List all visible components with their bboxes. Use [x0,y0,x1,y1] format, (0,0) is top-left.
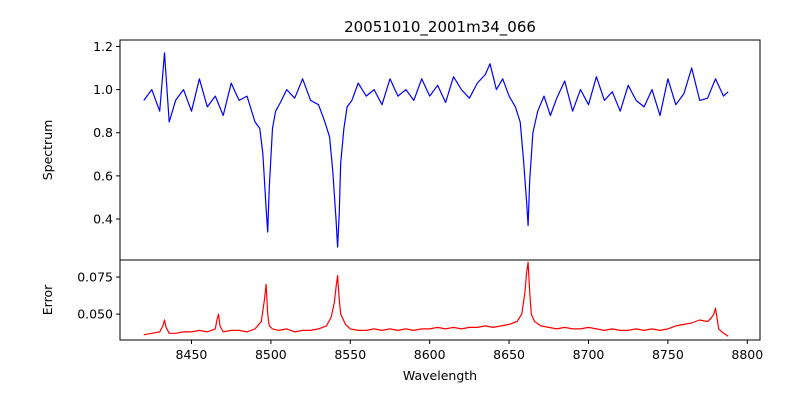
spectrum-y-tick-label: 0.8 [93,125,113,140]
x-ticks: 8450 8500 8550 8600 8650 8700 8750 8800 [176,340,763,362]
spectrum-plot-frame [119,39,761,261]
x-tick-label: 8800 [731,347,763,362]
error-y-tick-label: 0.075 [77,270,113,285]
spectrum-y-tick-label: 1.0 [93,82,113,97]
x-tick-label: 8450 [176,347,208,362]
spectrum-y-axis-label: Spectrum [40,120,55,181]
spectrum-panel: 0.4 0.6 0.8 1.0 1.2 Spectrum [40,39,761,261]
x-tick-label: 8600 [414,347,446,362]
x-axis-label: Wavelength [403,368,477,383]
x-tick-label: 8750 [652,347,684,362]
x-tick-label: 8700 [573,347,605,362]
x-tick-label: 8650 [493,347,525,362]
error-y-axis-label: Error [40,284,55,315]
spectrum-y-tick-label: 0.6 [93,168,113,183]
error-y-tick-label: 0.050 [77,307,113,322]
error-series-line-0 [143,261,729,337]
error-y-ticks: 0.050 0.075 [77,270,120,322]
spectrum-marks [143,52,729,248]
error-marks [143,261,729,337]
spectrum-y-ticks: 0.4 0.6 0.8 1.0 1.2 [93,39,120,227]
error-plot-frame [119,259,761,341]
chart-title: 20051010_2001m34_066 [344,18,536,37]
spectrum-y-tick-label: 1.2 [93,39,113,54]
spectrum-y-tick-label: 0.4 [93,212,113,227]
x-tick-label: 8550 [334,347,366,362]
spectrum-series-line-0 [143,52,729,248]
x-tick-label: 8500 [255,347,287,362]
